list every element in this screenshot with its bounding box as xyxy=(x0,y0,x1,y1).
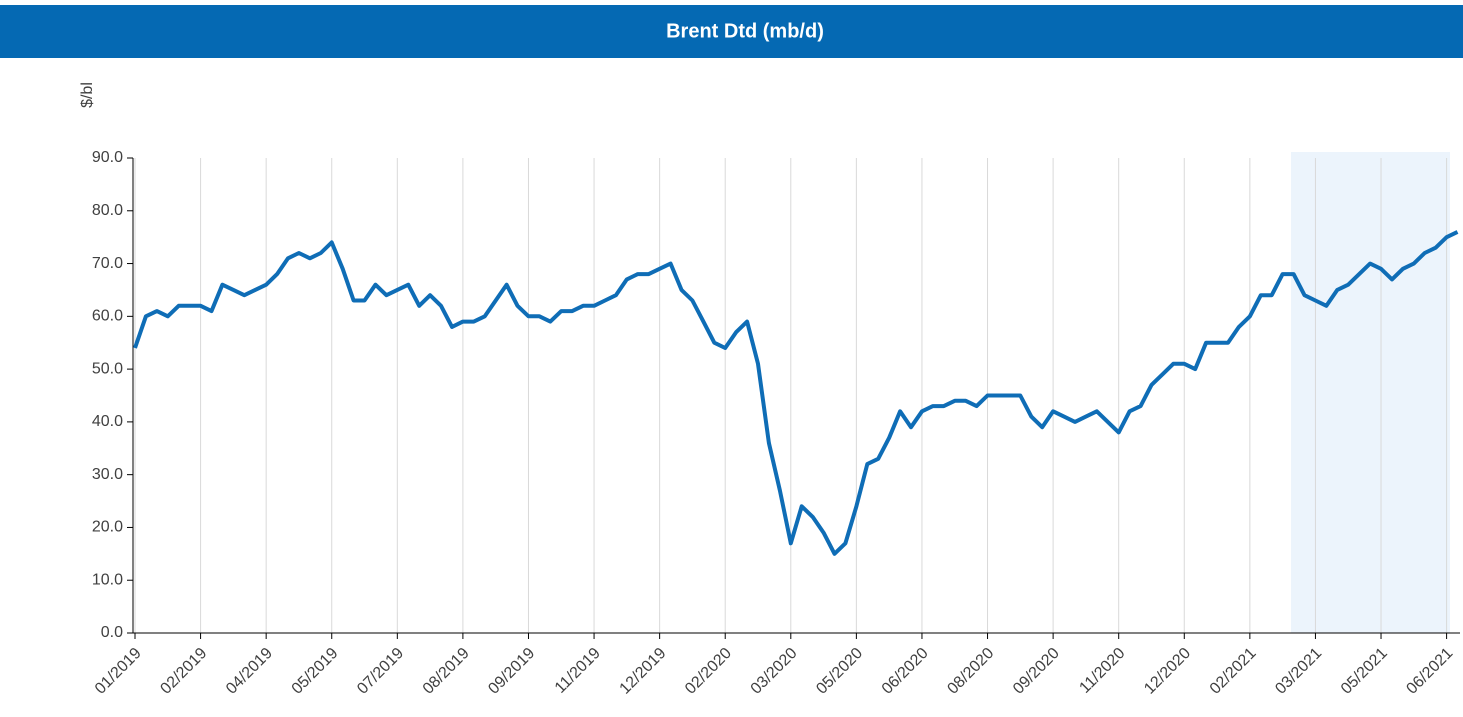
x-tick-label: 11/2019 xyxy=(552,645,604,697)
y-tick-label: 80.0 xyxy=(92,202,123,219)
y-tick-label: 50.0 xyxy=(92,360,123,377)
x-tick-label: 04/2019 xyxy=(223,645,276,698)
x-tick-label: 09/2019 xyxy=(485,645,538,698)
y-tick-label: 0.0 xyxy=(101,624,123,641)
y-tick-label: 60.0 xyxy=(92,308,123,325)
x-tick-label: 06/2020 xyxy=(879,645,932,698)
x-tick-label: 09/2020 xyxy=(1010,645,1063,698)
x-tick-label: 02/2019 xyxy=(157,645,210,698)
x-tick-label: 05/2021 xyxy=(1338,645,1391,698)
x-tick-label: 12/2019 xyxy=(617,645,670,698)
x-tick-label: 11/2020 xyxy=(1076,645,1128,697)
y-tick-label: 90.0 xyxy=(92,149,123,166)
x-tick-label: 03/2020 xyxy=(748,645,801,698)
y-tick-label: 20.0 xyxy=(92,519,123,536)
x-tick-label: 12/2020 xyxy=(1141,645,1194,698)
x-tick-label: 05/2020 xyxy=(813,645,866,698)
y-tick-label: 30.0 xyxy=(92,466,123,483)
highlight-region xyxy=(1291,152,1450,633)
y-tick-label: 40.0 xyxy=(92,413,123,430)
y-tick-label: 70.0 xyxy=(92,255,123,272)
x-tick-label: 08/2020 xyxy=(944,645,997,698)
x-tick-label: 08/2019 xyxy=(420,645,473,698)
x-tick-label: 02/2020 xyxy=(682,645,735,698)
x-tick-label: 07/2019 xyxy=(354,645,407,698)
x-tick-label: 02/2021 xyxy=(1207,645,1260,698)
price-line xyxy=(133,230,1459,556)
x-tick-label: 05/2019 xyxy=(289,645,342,698)
x-tick-label: 03/2021 xyxy=(1272,645,1325,698)
x-tick-label: 06/2021 xyxy=(1403,645,1456,698)
y-tick-label: 10.0 xyxy=(92,571,123,588)
chart-title: Brent Dtd (mb/d) xyxy=(666,20,824,42)
title-banner xyxy=(0,5,1463,58)
x-tick-label: 01/2019 xyxy=(92,645,145,698)
y-axis-label: $/bl xyxy=(79,82,96,108)
